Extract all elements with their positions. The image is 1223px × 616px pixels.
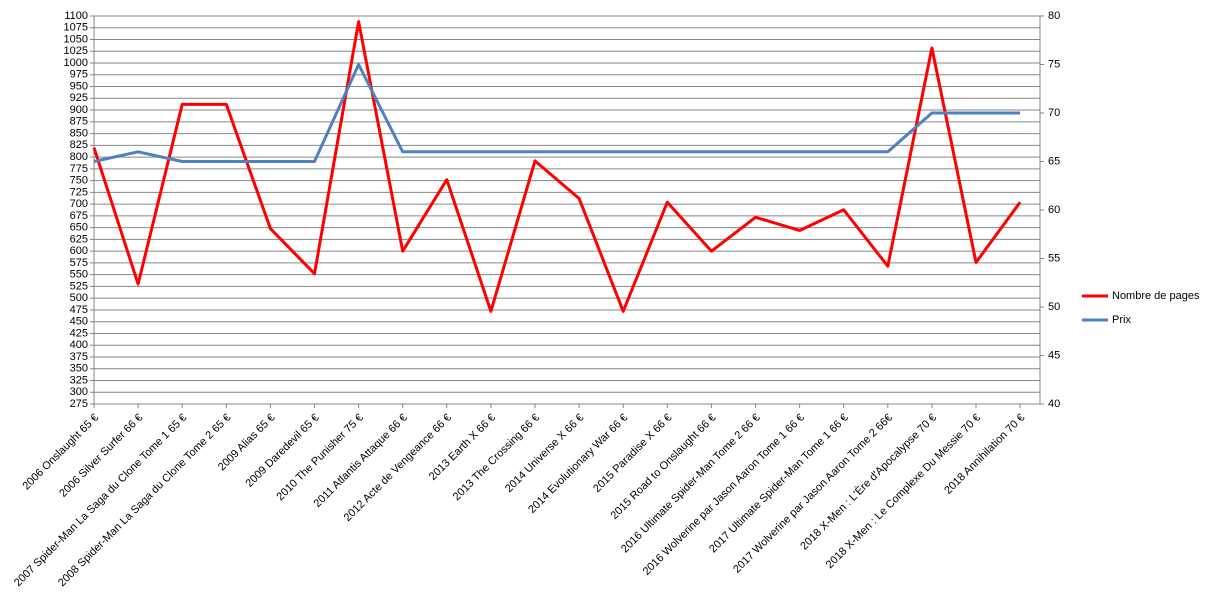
y2-tick-label: 70 [1048, 107, 1060, 119]
x-tick-label: 2013 The Crossing 66 € [451, 412, 542, 503]
y-tick-label: 325 [70, 374, 88, 386]
y2-tick-label: 60 [1048, 204, 1060, 216]
x-tick-label: 2018 X-Men : Le Complexe Du Messie 70 € [824, 412, 983, 571]
y2-tick-label: 75 [1048, 58, 1060, 70]
y-tick-label: 450 [70, 316, 88, 328]
x-tick-label: 2018 Annihilation 70 € [942, 412, 1027, 497]
y2-tick-label: 45 [1048, 349, 1060, 361]
series-line [92, 20, 1022, 313]
y-tick-label: 400 [70, 339, 88, 351]
y-tick-label: 1050 [64, 33, 88, 45]
y-tick-label: 675 [70, 210, 88, 222]
y-tick-label: 600 [70, 245, 88, 257]
y-tick-label: 475 [70, 304, 88, 316]
y-tick-label: 950 [70, 80, 88, 92]
y-tick-label: 775 [70, 163, 88, 175]
x-tick-label: 2009 Daredevil 65 € [244, 412, 322, 490]
y-tick-label: 550 [70, 269, 88, 281]
y2-tick-label: 65 [1048, 155, 1060, 167]
x-tick-label: 2007 Spider-Man La Saga du Clone Tome 1 … [12, 412, 189, 589]
legend-label: Prix [1112, 314, 1131, 326]
x-tick-label: 2017 Wolverine par Jason Aaron Tome 2 66… [731, 412, 895, 576]
x-tick-label: 2006 Silver Surfer 66 € [57, 412, 145, 500]
y-tick-label: 850 [70, 127, 88, 139]
y-tick-label: 1025 [64, 45, 88, 57]
y2-tick-label: 50 [1048, 301, 1060, 313]
y-tick-label: 1100 [64, 10, 88, 22]
x-tick-label: 2006 Onslaught 65 € [20, 412, 101, 493]
y-tick-label: 350 [70, 363, 88, 375]
x-tick-label: 2010 The Punisher 75 € [274, 412, 365, 503]
y-tick-label: 750 [70, 175, 88, 187]
legend-label: Nombre de pages [1112, 290, 1200, 302]
x-tick-label: 2015 Paradise X 66 € [591, 412, 674, 495]
y-tick-label: 900 [70, 104, 88, 116]
x-tick-label: 2016 Wolverine par Jason Aaron Tome 1 66… [641, 412, 807, 578]
y-tick-label: 425 [70, 327, 88, 339]
series-line [93, 63, 1021, 163]
y-tick-label: 925 [70, 92, 88, 104]
y-tick-label: 725 [70, 186, 88, 198]
y-tick-label: 650 [70, 222, 88, 234]
y-tick-label: 875 [70, 116, 88, 128]
y-tick-label: 625 [70, 233, 88, 245]
y-tick-label: 300 [70, 386, 88, 398]
y-tick-label: 800 [70, 151, 88, 163]
y2-tick-label: 55 [1048, 252, 1060, 264]
x-tick-label: 2014 Universe X 66 € [503, 412, 586, 495]
y-tick-label: 825 [70, 139, 88, 151]
y-tick-label: 700 [70, 198, 88, 210]
y-tick-label: 525 [70, 280, 88, 292]
y-tick-label: 975 [70, 69, 88, 81]
y2-tick-label: 40 [1048, 398, 1060, 410]
y-tick-label: 375 [70, 351, 88, 363]
y-tick-label: 500 [70, 292, 88, 304]
y-tick-label: 275 [70, 398, 88, 410]
y-tick-label: 1000 [64, 57, 88, 69]
y2-tick-label: 80 [1048, 10, 1060, 22]
y-tick-label: 575 [70, 257, 88, 269]
y-tick-label: 1075 [64, 22, 88, 34]
